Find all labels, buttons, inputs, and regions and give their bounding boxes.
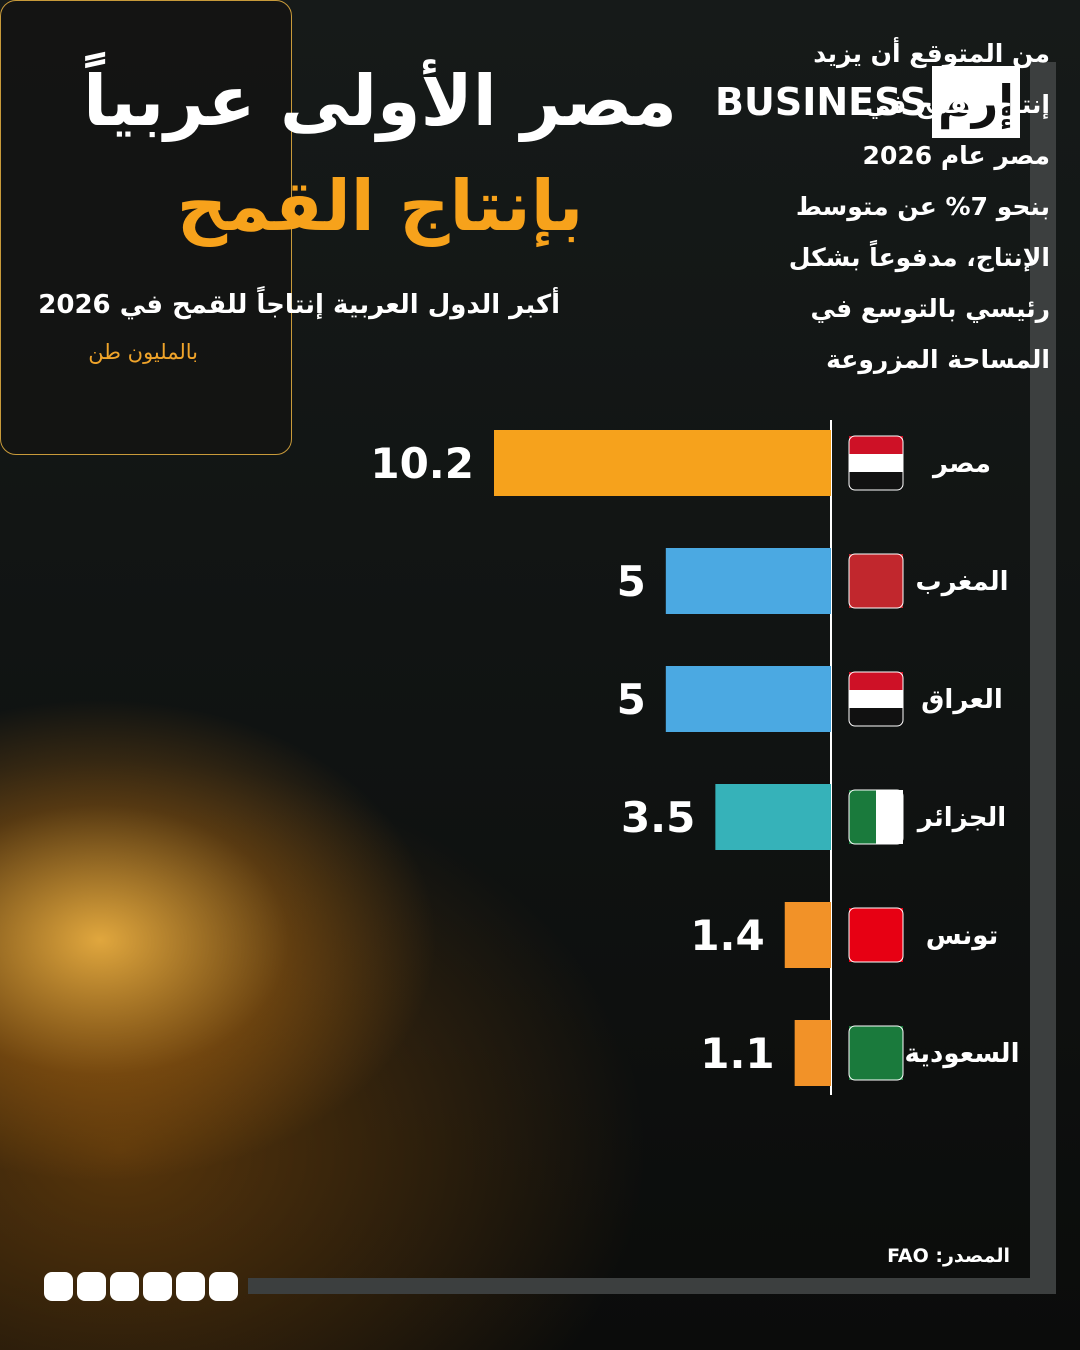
flag <box>849 472 903 490</box>
social-icons <box>44 1272 238 1301</box>
category-label: العراق <box>921 685 1003 715</box>
flag <box>849 690 903 708</box>
title-highlight: بإنتاج القمح <box>176 165 584 247</box>
flag <box>849 944 903 962</box>
bar <box>665 666 831 732</box>
note-line: رئيسي بالتوسع في <box>810 294 1051 323</box>
bar <box>665 548 831 614</box>
flag <box>849 790 876 844</box>
flag <box>849 590 903 608</box>
value-label: 1.4 <box>690 911 764 960</box>
flag <box>849 1062 903 1080</box>
note-line: إنتاج القمح في <box>864 90 1050 119</box>
note-line: المساحة المزروعة <box>826 345 1050 374</box>
source: المصدر: FAO <box>887 1245 1010 1267</box>
category-label: تونس <box>926 921 999 951</box>
note-line: الإنتاج، مدفوعاً بشكل <box>788 243 1050 272</box>
icon[interactable] <box>209 1272 238 1301</box>
bar <box>794 1020 831 1086</box>
flag <box>849 454 903 472</box>
flag-border <box>848 553 904 609</box>
flag <box>849 1044 903 1062</box>
value-label: 3.5 <box>621 793 695 842</box>
note-line: بنحو 7% عن متوسط <box>795 192 1050 221</box>
value-label: 1.1 <box>700 1029 774 1078</box>
category-label: مصر <box>931 449 991 479</box>
flag <box>849 908 903 926</box>
category-label: المغرب <box>915 567 1008 597</box>
logo-text: BUSINESS <box>715 80 928 124</box>
frame <box>248 1278 1056 1294</box>
flag <box>849 554 903 572</box>
note-text: من المتوقع أن يزيد إنتاج القمح في مصر عام … <box>789 28 1050 385</box>
bar <box>494 430 831 496</box>
note-line: مصر عام 2026 <box>862 141 1050 170</box>
chart-title: أكبر الدول العربية إنتاجاً للقمح في 2026 <box>38 290 560 320</box>
note-box: من المتوقع أن يزيد إنتاج القمح في مصر عام … <box>0 0 1050 455</box>
category-label: السعودية <box>905 1039 1020 1069</box>
bar <box>715 784 831 850</box>
value-label: 5 <box>617 675 646 724</box>
note-line: من المتوقع أن يزيد <box>813 39 1050 68</box>
frame <box>1030 62 1056 1294</box>
category-label: الجزائر <box>916 803 1006 833</box>
flag-border <box>848 907 904 963</box>
flag <box>849 436 903 454</box>
icon[interactable] <box>44 1272 73 1301</box>
flag <box>849 1026 903 1044</box>
flag-border <box>848 671 904 727</box>
title: مصر الأولى عربياً <box>83 60 677 142</box>
flag-border <box>848 435 904 491</box>
flag-border <box>848 1025 904 1081</box>
unit-label: بالمليون طن <box>88 340 198 364</box>
flag <box>849 708 903 726</box>
value-label: 10.2 <box>370 439 474 488</box>
icon[interactable] <box>110 1272 139 1301</box>
bar <box>784 902 831 968</box>
flag <box>849 926 903 944</box>
logo-mark: إرم <box>932 66 1020 138</box>
icon[interactable] <box>77 1272 106 1301</box>
icon[interactable] <box>143 1272 172 1301</box>
flag-border <box>848 789 904 845</box>
value-label: 5 <box>617 557 646 606</box>
flag <box>849 672 903 690</box>
flag <box>849 572 903 590</box>
icon[interactable] <box>176 1272 205 1301</box>
